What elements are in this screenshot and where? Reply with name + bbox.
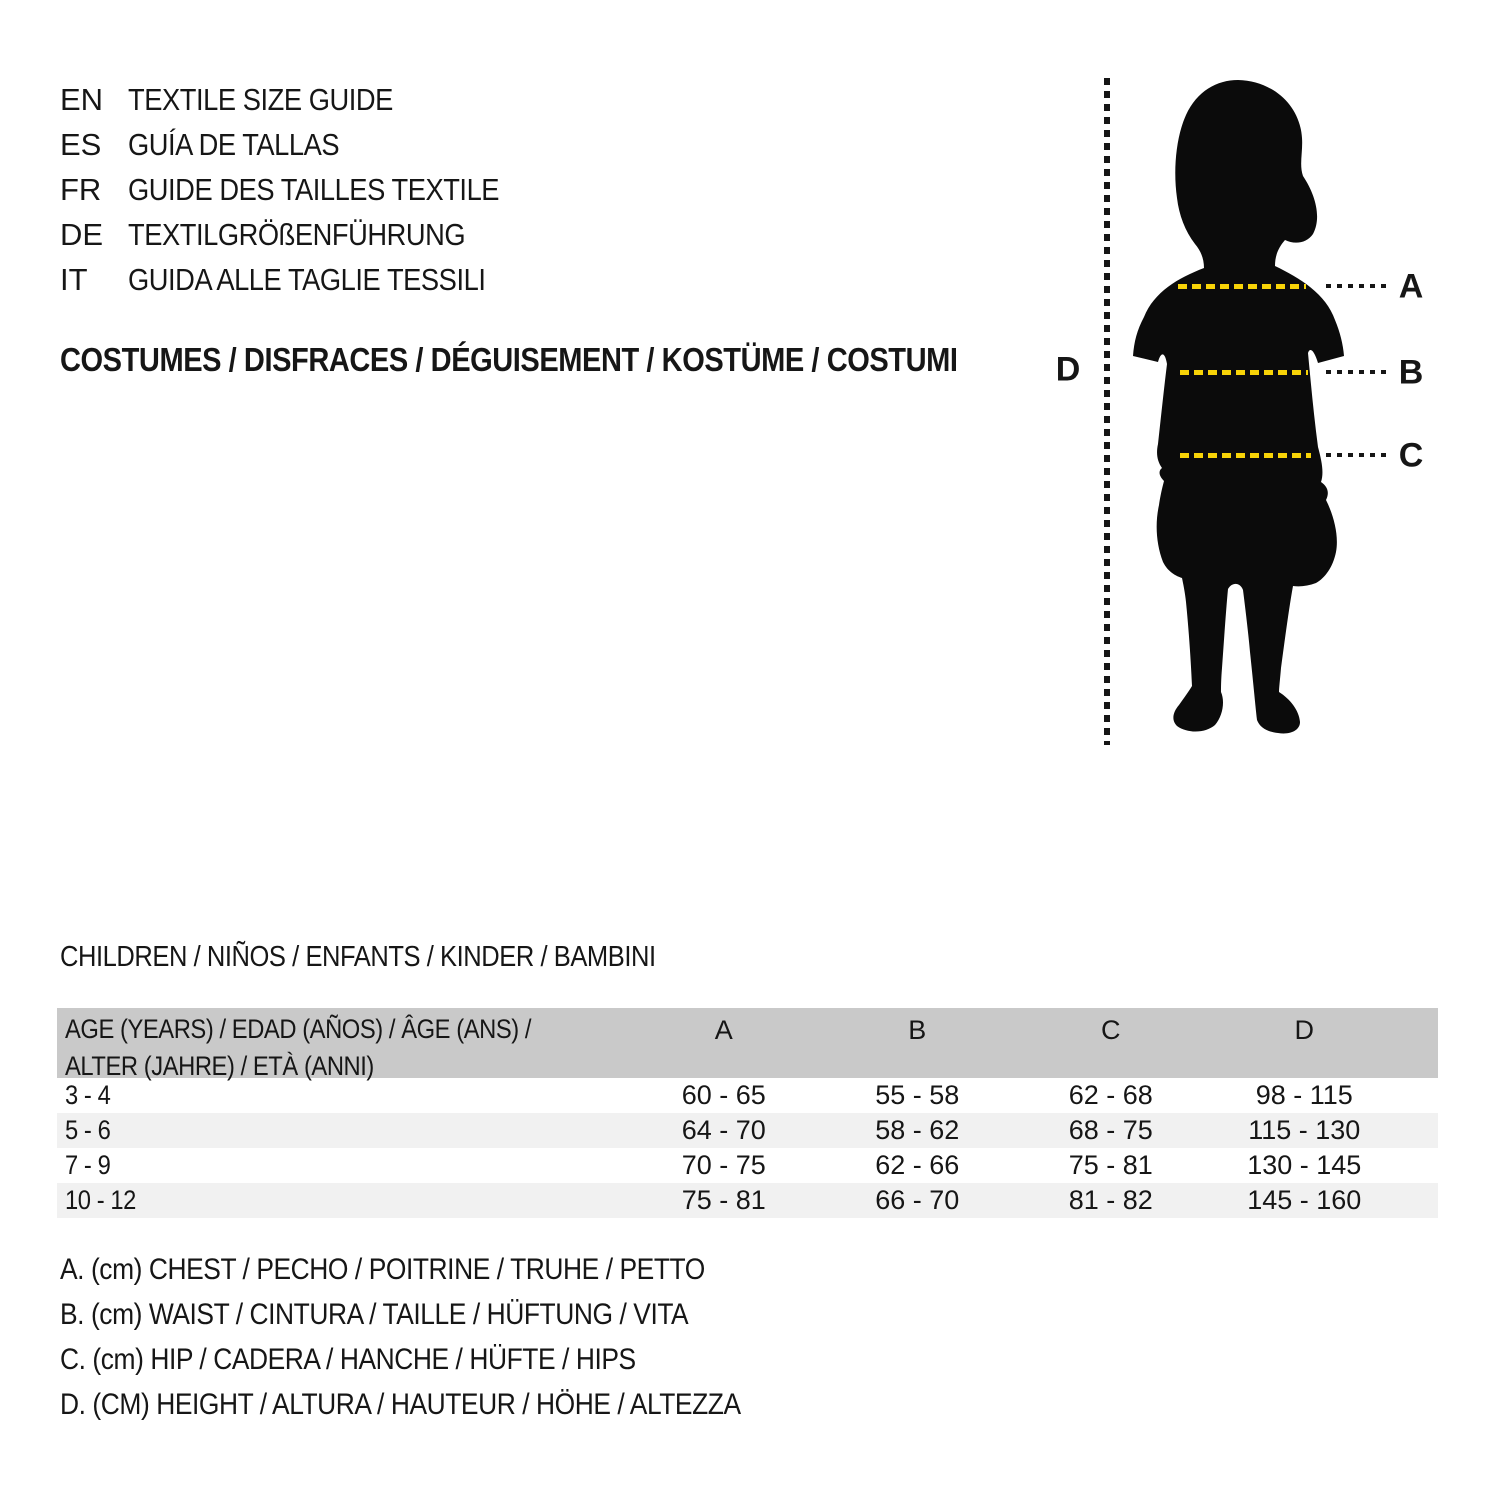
measure-label-c: C: [1398, 436, 1424, 475]
table-row: 10 - 12 75 - 81 66 - 70 81 - 82 145 - 16…: [57, 1183, 1438, 1218]
waist-cell: 66 - 70: [875, 1185, 960, 1215]
column-header-c: C: [1101, 1015, 1121, 1045]
age-cell: 7 - 9: [65, 1150, 111, 1180]
category-title: COSTUMES / DISFRACES / DÉGUISEMENT / KOS…: [60, 341, 1080, 379]
chest-measure-line: [1178, 284, 1306, 289]
language-label: TEXTILE SIZE GUIDE: [128, 81, 393, 117]
chest-cell: 70 - 75: [681, 1150, 766, 1180]
measure-label-a: A: [1398, 267, 1424, 306]
hip-measure-line: [1180, 453, 1311, 458]
language-code: EN: [60, 81, 104, 117]
language-label: GUÍA DE TALLAS: [128, 126, 340, 162]
language-code: IT: [60, 261, 88, 297]
language-code: FR: [60, 171, 102, 207]
waist-leader-line: [1326, 370, 1392, 374]
hip-cell: 62 - 68: [1068, 1080, 1153, 1110]
language-row-it: IT GUIDA ALLE TAGLIE TESSILI: [60, 257, 550, 302]
column-header-d: D: [1294, 1015, 1315, 1045]
legend-text: C. (cm) HIP / CADERA / HANCHE / HÜFTE / …: [60, 1342, 636, 1376]
section-title-children: CHILDREN / NIÑOS / ENFANTS / KINDER / BA…: [60, 941, 737, 974]
hip-cell: 81 - 82: [1068, 1185, 1153, 1215]
age-cell: 10 - 12: [65, 1185, 136, 1215]
language-label: TEXTILGRÖßENFÜHRUNG: [128, 216, 466, 252]
age-cell: 3 - 4: [65, 1080, 111, 1110]
language-list: EN TEXTILE SIZE GUIDE ES GUÍA DE TALLAS …: [60, 77, 550, 302]
legend-text: B. (cm) WAIST / CINTURA / TAILLE / HÜFTU…: [60, 1297, 689, 1331]
language-code: DE: [60, 216, 104, 252]
language-code: ES: [60, 126, 102, 162]
table-row: 5 - 6 64 - 70 58 - 62 68 - 75 115 - 130: [57, 1113, 1438, 1148]
children-size-table: AGE (YEARS) / EDAD (AÑOS) / ÂGE (ANS) / …: [57, 1008, 1438, 1218]
section-title-text: CHILDREN / NIÑOS / ENFANTS / KINDER / BA…: [60, 941, 656, 973]
column-header-a: A: [714, 1015, 733, 1045]
legend-text: D. (CM) HEIGHT / ALTURA / HAUTEUR / HÖHE…: [60, 1387, 741, 1421]
height-cell: 98 - 115: [1255, 1080, 1353, 1110]
legend-line-d: D. (CM) HEIGHT / ALTURA / HAUTEUR / HÖHE…: [60, 1382, 833, 1427]
waist-cell: 55 - 58: [875, 1080, 960, 1110]
chest-leader-line: [1326, 284, 1392, 288]
height-cell: 130 - 145: [1247, 1150, 1362, 1180]
legend-text: A. (cm) CHEST / PECHO / POITRINE / TRUHE…: [60, 1252, 705, 1286]
legend-line-b: B. (cm) WAIST / CINTURA / TAILLE / HÜFTU…: [60, 1292, 833, 1337]
language-row-fr: FR GUIDE DES TAILLES TEXTILE: [60, 167, 550, 212]
column-header-b: B: [908, 1015, 927, 1045]
table-row: 3 - 4 60 - 65 55 - 58 62 - 68 98 - 115: [57, 1078, 1438, 1113]
age-column-header: AGE (YEARS) / EDAD (AÑOS) / ÂGE (ANS) / …: [57, 1008, 627, 1082]
category-title-text: COSTUMES / DISFRACES / DÉGUISEMENT / KOS…: [60, 341, 958, 378]
age-cell: 5 - 6: [65, 1115, 111, 1145]
language-row-es: ES GUÍA DE TALLAS: [60, 122, 550, 167]
language-row-de: DE TEXTILGRÖßENFÜHRUNG: [60, 212, 550, 257]
language-row-en: EN TEXTILE SIZE GUIDE: [60, 77, 550, 122]
chest-cell: 60 - 65: [681, 1080, 766, 1110]
measure-label-b: B: [1398, 353, 1424, 392]
hip-cell: 75 - 81: [1068, 1150, 1153, 1180]
language-label: GUIDE DES TAILLES TEXTILE: [128, 171, 500, 207]
child-silhouette: [1133, 80, 1344, 734]
legend-line-c: C. (cm) HIP / CADERA / HANCHE / HÜFTE / …: [60, 1337, 833, 1382]
hip-cell: 68 - 75: [1068, 1115, 1153, 1145]
legend-line-a: A. (cm) CHEST / PECHO / POITRINE / TRUHE…: [60, 1247, 833, 1292]
chest-cell: 64 - 70: [681, 1115, 766, 1145]
height-dotted-line: [1104, 78, 1110, 745]
age-header-line1: AGE (YEARS) / EDAD (AÑOS) / ÂGE (ANS) /: [65, 1014, 532, 1044]
measure-label-d: D: [1055, 350, 1081, 389]
age-header-line2: ALTER (JAHRE) / ETÀ (ANNI): [65, 1051, 374, 1081]
hip-leader-line: [1326, 453, 1392, 457]
language-label: GUIDA ALLE TAGLIE TESSILI: [128, 261, 486, 297]
waist-measure-line: [1180, 370, 1308, 375]
measurement-legend: A. (cm) CHEST / PECHO / POITRINE / TRUHE…: [60, 1247, 833, 1427]
table-row: 7 - 9 70 - 75 62 - 66 75 - 81 130 - 145: [57, 1148, 1438, 1183]
waist-cell: 62 - 66: [875, 1150, 960, 1180]
table-header-row: AGE (YEARS) / EDAD (AÑOS) / ÂGE (ANS) / …: [57, 1008, 1438, 1081]
waist-cell: 58 - 62: [875, 1115, 960, 1145]
chest-cell: 75 - 81: [681, 1185, 766, 1215]
height-cell: 115 - 130: [1248, 1115, 1361, 1145]
height-cell: 145 - 160: [1247, 1185, 1362, 1215]
